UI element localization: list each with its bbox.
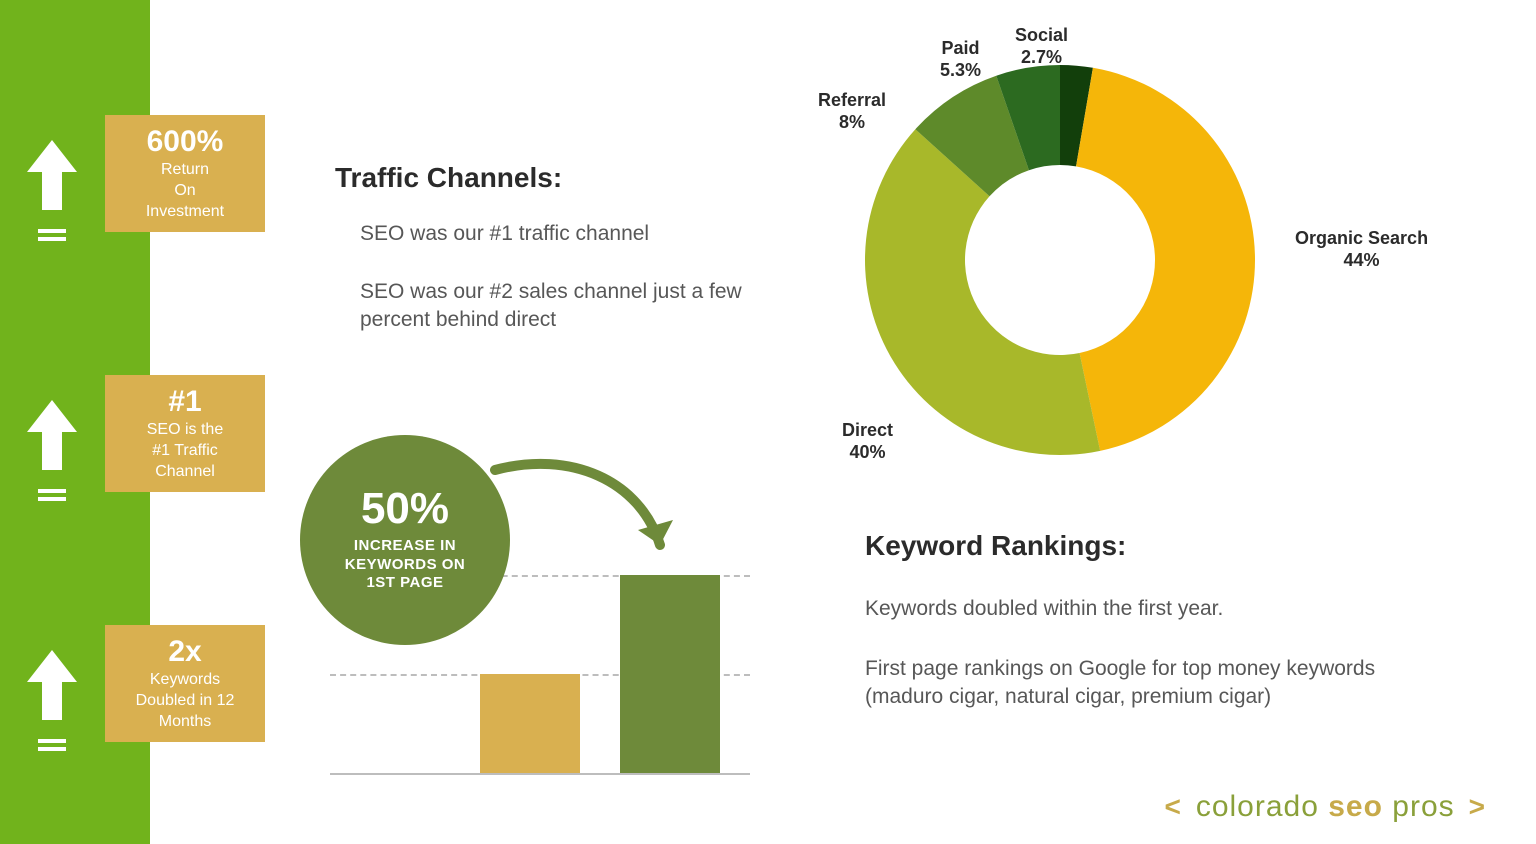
- stat-value: #1: [113, 385, 257, 418]
- keyword-rankings-title: Keyword Rankings:: [865, 530, 1126, 562]
- bar: [480, 674, 580, 773]
- traffic-channels-title: Traffic Channels:: [335, 162, 562, 194]
- donut-label-paid: Paid5.3%: [940, 38, 981, 81]
- curved-arrow-icon: [490, 450, 690, 580]
- donut-label-organic-search: Organic Search44%: [1295, 228, 1428, 271]
- stat-label: Return On Investment: [113, 160, 257, 222]
- stat-card-seo-rank: #1 SEO is the #1 Traffic Channel: [105, 375, 265, 492]
- chevron-left-icon: <: [1164, 791, 1181, 823]
- donut-label-referral: Referral8%: [818, 90, 886, 133]
- chevron-right-icon: >: [1469, 791, 1486, 823]
- stat-label: Keywords Doubled in 12 Months: [113, 670, 257, 732]
- up-arrow-icon: [22, 400, 82, 510]
- stat-value: 2x: [113, 635, 257, 668]
- up-arrow-icon: [22, 140, 82, 250]
- stat-value: 600%: [113, 125, 257, 158]
- stat-card-roi: 600% Return On Investment: [105, 115, 265, 232]
- up-arrow-icon: [22, 650, 82, 760]
- bar: [620, 575, 720, 773]
- keyword-bullet: Keywords doubled within the first year.: [865, 595, 1425, 623]
- badge-subtext: INCREASE INKEYWORDS ON1ST PAGE: [345, 537, 466, 593]
- infographic-root: 600% Return On Investment #1 SEO is the …: [0, 0, 1536, 844]
- badge-headline: 50%: [361, 487, 449, 531]
- stat-label: SEO is the #1 Traffic Channel: [113, 420, 257, 482]
- stat-card-keywords: 2x Keywords Doubled in 12 Months: [105, 625, 265, 742]
- traffic-bullet: SEO was our #1 traffic channel: [360, 220, 780, 248]
- increase-badge: 50% INCREASE INKEYWORDS ON1ST PAGE: [300, 435, 510, 645]
- brand-text: colorado seo pros: [1196, 790, 1455, 824]
- traffic-bullet: SEO was our #2 sales channel just a few …: [360, 278, 800, 335]
- brand-logo: < colorado seo pros >: [1164, 790, 1486, 824]
- traffic-donut-chart: [855, 55, 1265, 465]
- keyword-bullet: First page rankings on Google for top mo…: [865, 655, 1445, 712]
- donut-slice-organic-search: [1076, 68, 1255, 451]
- bar-chart-x-axis: [330, 773, 750, 775]
- donut-label-social: Social2.7%: [1015, 25, 1068, 68]
- donut-label-direct: Direct40%: [842, 420, 893, 463]
